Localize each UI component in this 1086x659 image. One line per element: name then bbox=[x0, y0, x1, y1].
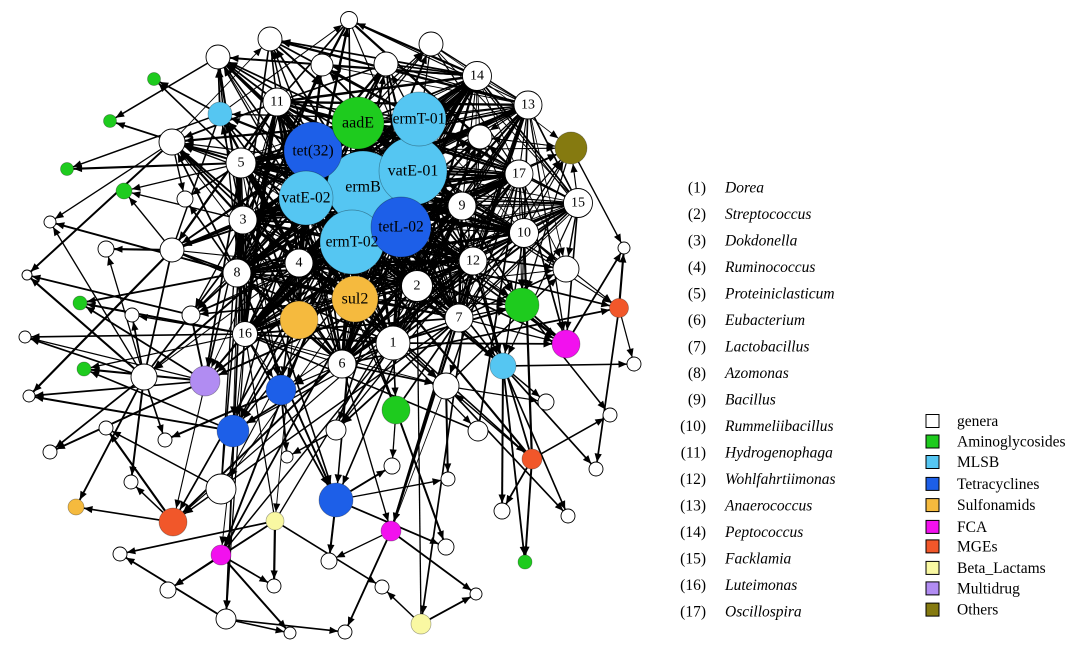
svg-text:11: 11 bbox=[270, 95, 283, 110]
svg-text:ermT-02: ermT-02 bbox=[326, 234, 379, 251]
svg-text:(4): (4) bbox=[688, 259, 706, 276]
svg-text:Luteimonas: Luteimonas bbox=[724, 577, 797, 594]
svg-text:3: 3 bbox=[240, 213, 247, 228]
svg-text:Facklamia: Facklamia bbox=[724, 551, 792, 568]
svg-text:15: 15 bbox=[571, 196, 585, 211]
svg-text:8: 8 bbox=[234, 266, 241, 281]
svg-text:(13): (13) bbox=[680, 498, 706, 515]
svg-text:Hydrogenophaga: Hydrogenophaga bbox=[724, 445, 833, 462]
svg-text:vatE-02: vatE-02 bbox=[281, 190, 330, 207]
svg-text:Dokdonella: Dokdonella bbox=[724, 233, 798, 250]
svg-text:Proteiniclasticum: Proteiniclasticum bbox=[724, 286, 835, 303]
svg-text:16: 16 bbox=[238, 327, 252, 342]
svg-text:genera: genera bbox=[957, 413, 998, 430]
svg-text:(1): (1) bbox=[688, 180, 706, 197]
svg-text:(3): (3) bbox=[688, 233, 706, 250]
svg-text:tetL-02: tetL-02 bbox=[378, 219, 424, 236]
svg-text:Peptococcus: Peptococcus bbox=[724, 524, 803, 541]
svg-text:(17): (17) bbox=[680, 604, 706, 621]
svg-text:Multidrug: Multidrug bbox=[957, 580, 1020, 597]
svg-text:Ruminococcus: Ruminococcus bbox=[724, 259, 815, 276]
svg-text:MGEs: MGEs bbox=[957, 538, 997, 555]
svg-text:10: 10 bbox=[517, 226, 531, 241]
svg-text:Eubacterium: Eubacterium bbox=[724, 312, 805, 329]
svg-text:Streptococcus: Streptococcus bbox=[725, 206, 811, 223]
svg-text:ermT-01: ermT-01 bbox=[393, 111, 446, 128]
svg-text:(16): (16) bbox=[680, 577, 706, 594]
svg-text:17: 17 bbox=[512, 167, 526, 182]
svg-text:sul2: sul2 bbox=[342, 291, 369, 308]
svg-text:Others: Others bbox=[957, 602, 998, 619]
svg-text:Bacillus: Bacillus bbox=[725, 392, 776, 409]
svg-text:5: 5 bbox=[238, 156, 245, 171]
svg-text:(8): (8) bbox=[688, 365, 706, 382]
svg-text:9: 9 bbox=[459, 199, 466, 214]
svg-text:(2): (2) bbox=[688, 206, 706, 223]
svg-text:Anaerococcus: Anaerococcus bbox=[724, 498, 812, 515]
svg-text:1: 1 bbox=[390, 336, 397, 351]
svg-text:6: 6 bbox=[339, 357, 346, 372]
svg-text:(9): (9) bbox=[688, 392, 706, 409]
svg-text:2: 2 bbox=[414, 279, 421, 294]
svg-text:(6): (6) bbox=[688, 312, 706, 329]
svg-text:(14): (14) bbox=[680, 524, 706, 541]
svg-text:(7): (7) bbox=[688, 339, 706, 356]
svg-text:(12): (12) bbox=[680, 471, 706, 488]
svg-text:Lactobacillus: Lactobacillus bbox=[724, 339, 809, 356]
svg-text:ermB: ermB bbox=[345, 179, 381, 196]
svg-text:(5): (5) bbox=[688, 286, 706, 303]
svg-text:(15): (15) bbox=[680, 551, 706, 568]
svg-text:Sulfonamids: Sulfonamids bbox=[957, 497, 1035, 514]
svg-text:Rummeliibacillus: Rummeliibacillus bbox=[724, 418, 834, 435]
svg-text:4: 4 bbox=[296, 256, 303, 271]
svg-text:13: 13 bbox=[521, 98, 535, 113]
svg-text:12: 12 bbox=[466, 254, 480, 269]
svg-text:(10): (10) bbox=[680, 418, 706, 435]
svg-text:Aminoglycosides: Aminoglycosides bbox=[957, 434, 1066, 451]
svg-text:(11): (11) bbox=[681, 445, 706, 462]
svg-text:Azomonas: Azomonas bbox=[724, 365, 789, 382]
svg-text:Tetracyclines: Tetracyclines bbox=[957, 476, 1039, 493]
svg-text:Wohlfahrtiimonas: Wohlfahrtiimonas bbox=[725, 471, 836, 488]
svg-text:7: 7 bbox=[456, 311, 463, 326]
svg-text:vatE-01: vatE-01 bbox=[388, 163, 439, 180]
svg-text:Dorea: Dorea bbox=[724, 180, 764, 197]
svg-text:14: 14 bbox=[470, 69, 484, 84]
svg-text:FCA: FCA bbox=[957, 519, 988, 536]
svg-text:aadE: aadE bbox=[342, 115, 374, 132]
svg-text:Oscillospira: Oscillospira bbox=[725, 604, 802, 621]
svg-text:tet(32): tet(32) bbox=[292, 143, 333, 160]
svg-text:Beta_Lactams: Beta_Lactams bbox=[957, 560, 1046, 577]
svg-text:MLSB: MLSB bbox=[957, 454, 999, 471]
